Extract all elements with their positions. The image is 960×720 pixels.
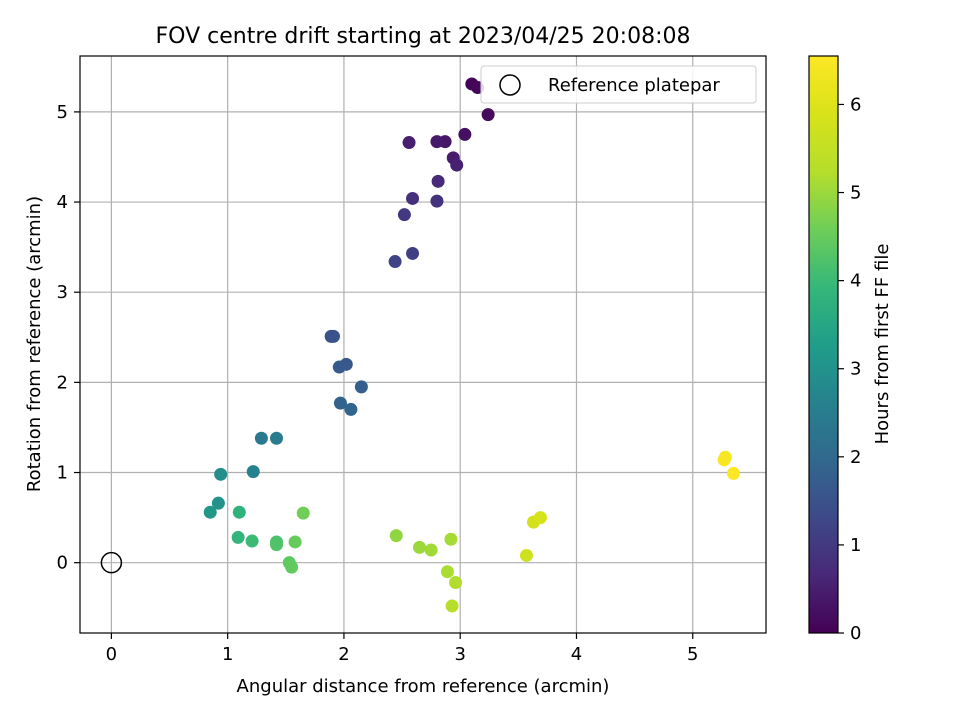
- x-axis-ticks: 0 1 2 3 4 5: [106, 633, 698, 665]
- data-point: [211, 496, 225, 510]
- colorbar-label: Hours from first FF file: [872, 244, 893, 445]
- x-tick-label: 4: [571, 644, 582, 665]
- colorbar-tick-label: 5: [850, 183, 861, 204]
- data-point: [203, 505, 217, 519]
- data-point: [232, 505, 246, 519]
- data-point: [430, 194, 444, 208]
- data-point: [519, 548, 533, 562]
- x-tick-label: 3: [454, 644, 465, 665]
- data-point: [245, 534, 259, 548]
- legend: Reference platepar: [480, 65, 757, 104]
- data-point: [326, 329, 340, 343]
- data-point: [481, 108, 495, 122]
- colorbar-tick-label: 4: [850, 271, 861, 292]
- data-point: [406, 191, 420, 205]
- reference-marker: [100, 551, 123, 574]
- data-point: [397, 208, 411, 222]
- colorbar-tick-label: 6: [850, 94, 861, 115]
- colorbar-tick-label: 3: [850, 359, 861, 380]
- data-point: [285, 560, 299, 574]
- data-point: [402, 136, 416, 150]
- data-point: [450, 158, 464, 172]
- data-point: [445, 599, 459, 613]
- data-point: [354, 380, 368, 394]
- data-point: [533, 511, 547, 525]
- data-point: [388, 255, 402, 269]
- data-point: [449, 576, 463, 590]
- y-axis-label: Rotation from reference (arcmin): [24, 196, 45, 492]
- plot-frame: [79, 55, 767, 634]
- data-point: [726, 466, 740, 480]
- data-point: [269, 538, 283, 552]
- grid: [80, 56, 766, 633]
- y-tick-label: 0: [57, 553, 68, 574]
- data-point: [344, 402, 358, 416]
- colorbar: [808, 55, 839, 634]
- x-tick-label: 5: [687, 644, 698, 665]
- y-tick-label: 2: [57, 372, 68, 393]
- chart-title: FOV centre drift starting at 2023/04/25 …: [156, 24, 691, 49]
- data-point: [332, 360, 346, 374]
- data-point: [444, 532, 458, 546]
- data-point: [406, 246, 420, 260]
- y-tick-label: 1: [57, 463, 68, 484]
- y-tick-label: 4: [57, 192, 68, 213]
- data-points: [203, 77, 740, 613]
- data-point: [296, 506, 310, 520]
- data-point: [231, 530, 245, 544]
- x-tick-label: 1: [222, 644, 233, 665]
- data-point: [718, 450, 732, 464]
- y-tick-label: 3: [57, 282, 68, 303]
- colorbar-tick-label: 2: [850, 447, 861, 468]
- data-point: [413, 540, 427, 554]
- data-point: [333, 396, 347, 410]
- x-tick-label: 2: [338, 644, 349, 665]
- x-tick-label: 0: [106, 644, 117, 665]
- legend-box: [480, 65, 757, 104]
- legend-label: Reference platepar: [548, 75, 720, 96]
- x-axis-label: Angular distance from reference (arcmin): [237, 676, 610, 697]
- data-point: [430, 135, 444, 149]
- colorbar-tick-label: 0: [850, 623, 861, 644]
- colorbar-tick-label: 1: [850, 535, 861, 556]
- data-point: [458, 127, 472, 141]
- data-point: [269, 431, 283, 445]
- data-point: [288, 535, 302, 549]
- data-point: [246, 465, 260, 479]
- colorbar-ticks: 0 1 2 3 4 5 6: [838, 94, 861, 644]
- data-point: [431, 174, 445, 188]
- data-point: [254, 431, 268, 445]
- data-point: [389, 529, 403, 543]
- legend-marker: [499, 74, 521, 96]
- data-point: [440, 565, 454, 579]
- data-point: [424, 543, 438, 557]
- y-axis-ticks: 0 1 2 3 4 5: [57, 102, 80, 574]
- data-point: [214, 467, 228, 481]
- y-tick-label: 5: [57, 102, 68, 123]
